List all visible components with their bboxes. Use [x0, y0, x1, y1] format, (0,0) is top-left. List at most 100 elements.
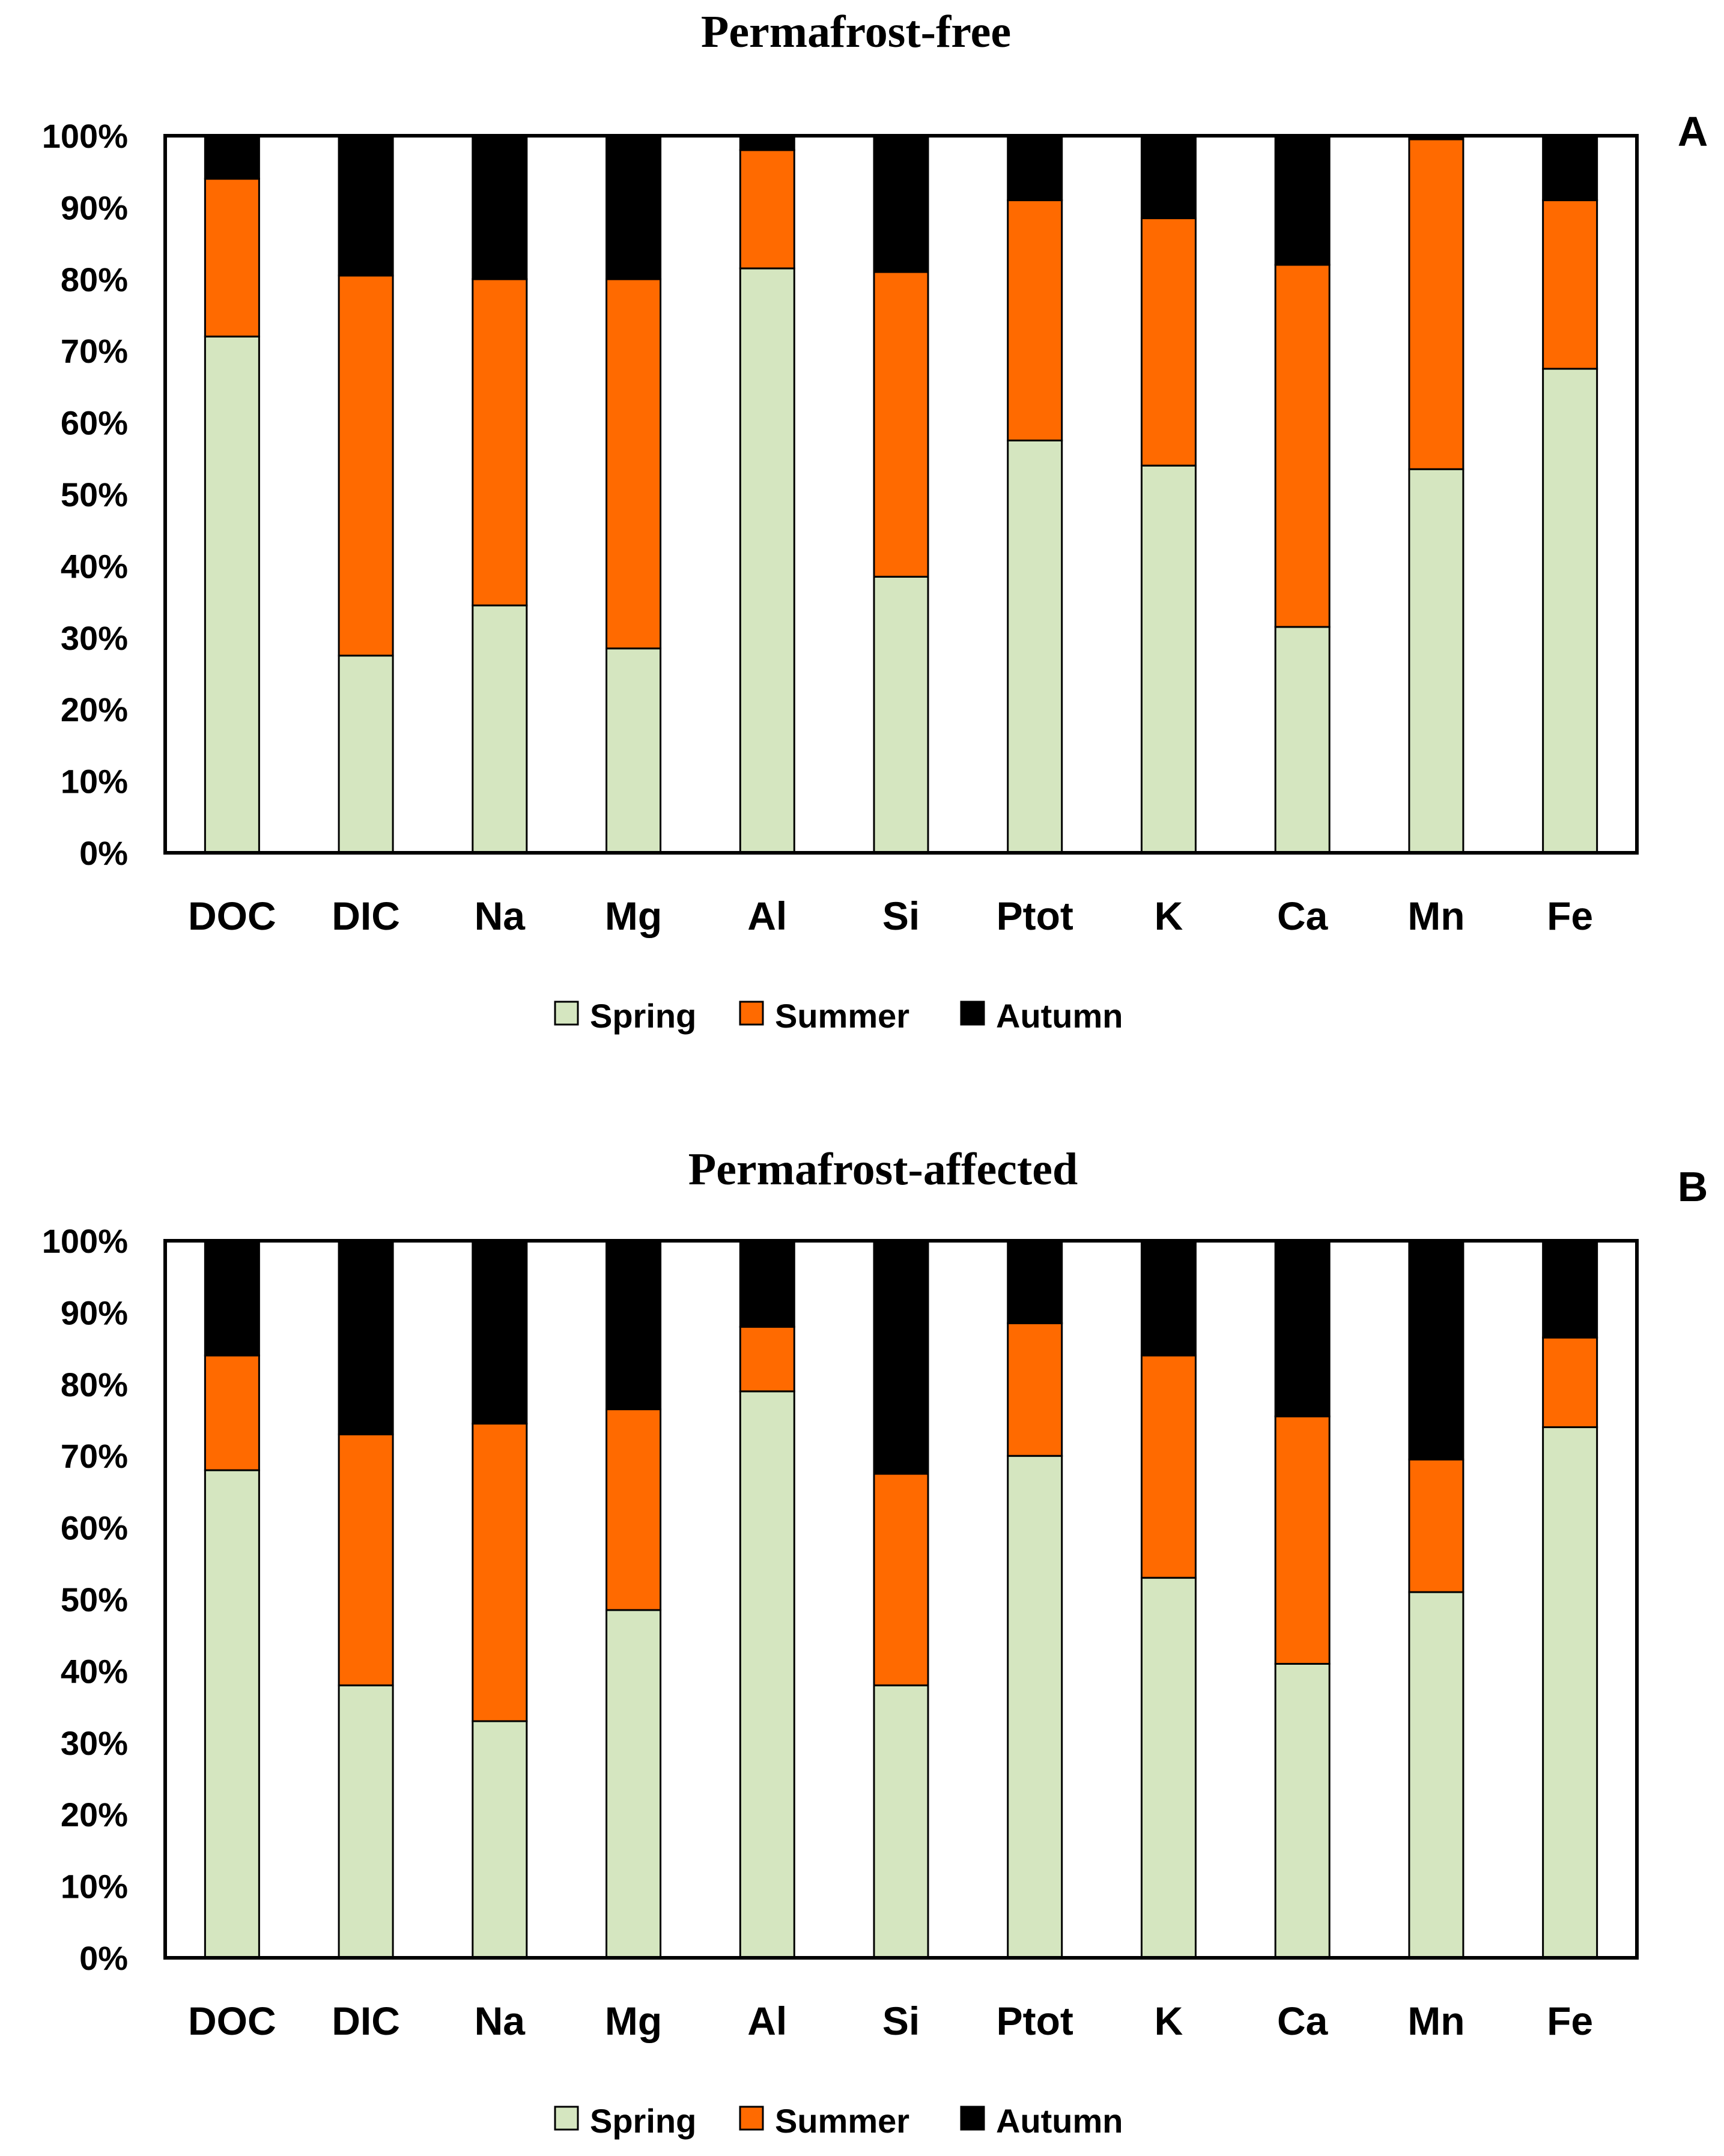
legend-swatch-autumn: [960, 2106, 985, 2131]
y-axis-a: 0% 10% 20% 30% 40% 50% 60% 70% 80% 90% 100%: [42, 117, 128, 872]
bar-autumn-fe: [1542, 1240, 1598, 1339]
bar-spring-si: [873, 1684, 929, 1959]
y-tick-label: 90%: [61, 189, 128, 226]
bar-spring-k: [1140, 1576, 1197, 1959]
y-tick-label: 30%: [61, 1724, 128, 1762]
legend-label-spring: Spring: [590, 2102, 696, 2140]
bar-autumn-ca: [1274, 135, 1331, 266]
bar-spring-na: [472, 604, 528, 854]
x-tick-label: Ptot: [997, 1999, 1073, 2043]
bar-spring-k: [1140, 464, 1197, 854]
x-axis-b: DOC DIC Na Mg Al Si Ptot K Ca Mn Fe: [188, 1999, 1593, 2043]
bar-spring-al: [739, 1390, 795, 1959]
bar-spring-mn: [1408, 468, 1464, 854]
x-tick-label: DIC: [332, 894, 400, 938]
x-tick-label: Ca: [1277, 1999, 1329, 2043]
x-axis-a: DOC DIC Na Mg Al Si Ptot K Ca Mn Fe: [188, 894, 1593, 938]
x-tick-label: Si: [882, 1999, 920, 2043]
y-tick-label: 0%: [79, 834, 128, 872]
bar-summer-dic: [338, 1433, 394, 1686]
plot-frame-b: [163, 1239, 1639, 1960]
bar-autumn-si: [873, 1240, 929, 1475]
bar-spring-ptot: [1007, 1455, 1063, 1959]
x-tick-label: DOC: [188, 894, 276, 938]
bar-summer-fe: [1542, 199, 1598, 370]
bar-autumn-mg: [606, 1240, 662, 1411]
panel-label-a: A: [1678, 108, 1708, 155]
legend-label-autumn: Autumn: [996, 2102, 1123, 2140]
x-tick-label: Fe: [1547, 894, 1593, 938]
y-tick-label: 40%: [61, 547, 128, 585]
bar-autumn-k: [1140, 135, 1197, 219]
bar-spring-fe: [1542, 1426, 1598, 1959]
bar-autumn-fe: [1542, 135, 1598, 201]
bars-a: [204, 135, 1598, 854]
bar-summer-ca: [1274, 264, 1331, 628]
bar-spring-dic: [338, 1684, 394, 1959]
bar-autumn-na: [472, 135, 528, 280]
bar-spring-ptot: [1007, 439, 1063, 854]
legend-b: Spring Summer Autumn: [554, 2102, 1123, 2140]
x-tick-label: Na: [475, 1999, 526, 2043]
plot-frame-a: [163, 134, 1639, 855]
legend-swatch-autumn: [960, 1001, 985, 1026]
legend-swatch-spring: [554, 1001, 579, 1026]
x-tick-label: Mn: [1407, 1999, 1464, 2043]
y-tick-label: 20%: [61, 691, 128, 728]
y-tick-label: 60%: [61, 404, 128, 442]
bar-spring-si: [873, 575, 929, 854]
bar-autumn-si: [873, 135, 929, 273]
y-tick-label: 50%: [61, 476, 128, 513]
y-tick-label: 70%: [61, 1437, 128, 1475]
bar-summer-k: [1140, 1354, 1197, 1579]
y-tick-label: 10%: [61, 763, 128, 801]
panel-label-b: B: [1678, 1163, 1708, 1210]
bar-summer-ca: [1274, 1416, 1331, 1665]
bar-spring-ca: [1274, 1662, 1331, 1959]
y-tick-label: 100%: [42, 1222, 128, 1260]
bar-summer-na: [472, 1422, 528, 1722]
y-tick-label: 60%: [61, 1509, 128, 1547]
bar-spring-fe: [1542, 368, 1598, 854]
x-tick-label: Ptot: [997, 894, 1073, 938]
y-tick-label: 40%: [61, 1652, 128, 1690]
legend-swatch-summer: [739, 1001, 764, 1026]
x-tick-label: Mn: [1407, 894, 1464, 938]
bar-summer-doc: [204, 1354, 260, 1471]
legend-swatch-summer: [739, 2106, 764, 2131]
y-tick-label: 30%: [61, 619, 128, 657]
x-tick-label: K: [1155, 1999, 1183, 2043]
x-tick-label: DIC: [332, 1999, 400, 2043]
bar-summer-al: [739, 1325, 795, 1393]
panel-a: Permafrost-free A 0% 10% 20% 30% 40% 50% 60% 70…: [42, 7, 1708, 1035]
x-tick-label: Ca: [1277, 894, 1329, 938]
y-tick-label: 20%: [61, 1796, 128, 1834]
bar-spring-mn: [1408, 1591, 1464, 1959]
y-tick-label: 10%: [61, 1868, 128, 1906]
x-tick-label: Si: [882, 894, 920, 938]
x-tick-label: Mg: [605, 894, 662, 938]
bar-summer-ptot: [1007, 199, 1063, 441]
bar-autumn-mg: [606, 135, 662, 280]
bar-autumn-doc: [204, 135, 260, 180]
bar-summer-mn: [1408, 1458, 1464, 1593]
bar-spring-doc: [204, 335, 260, 854]
bar-summer-mg: [606, 1408, 662, 1611]
bar-spring-dic: [338, 655, 394, 854]
y-tick-label: 0%: [79, 1939, 128, 1977]
y-tick-label: 100%: [42, 117, 128, 155]
bar-autumn-ca: [1274, 1240, 1331, 1418]
x-tick-label: Al: [747, 894, 787, 938]
x-tick-label: DOC: [188, 1999, 276, 2043]
legend-swatch-spring: [554, 2106, 579, 2131]
y-tick-label: 50%: [61, 1581, 128, 1619]
y-tick-label: 90%: [61, 1294, 128, 1331]
bar-autumn-al: [739, 1240, 795, 1328]
bar-autumn-al: [739, 135, 795, 151]
bar-autumn-mn: [1408, 1240, 1464, 1461]
x-tick-label: Mg: [605, 1999, 662, 2043]
bar-autumn-dic: [338, 1240, 394, 1435]
bar-autumn-k: [1140, 1240, 1197, 1357]
